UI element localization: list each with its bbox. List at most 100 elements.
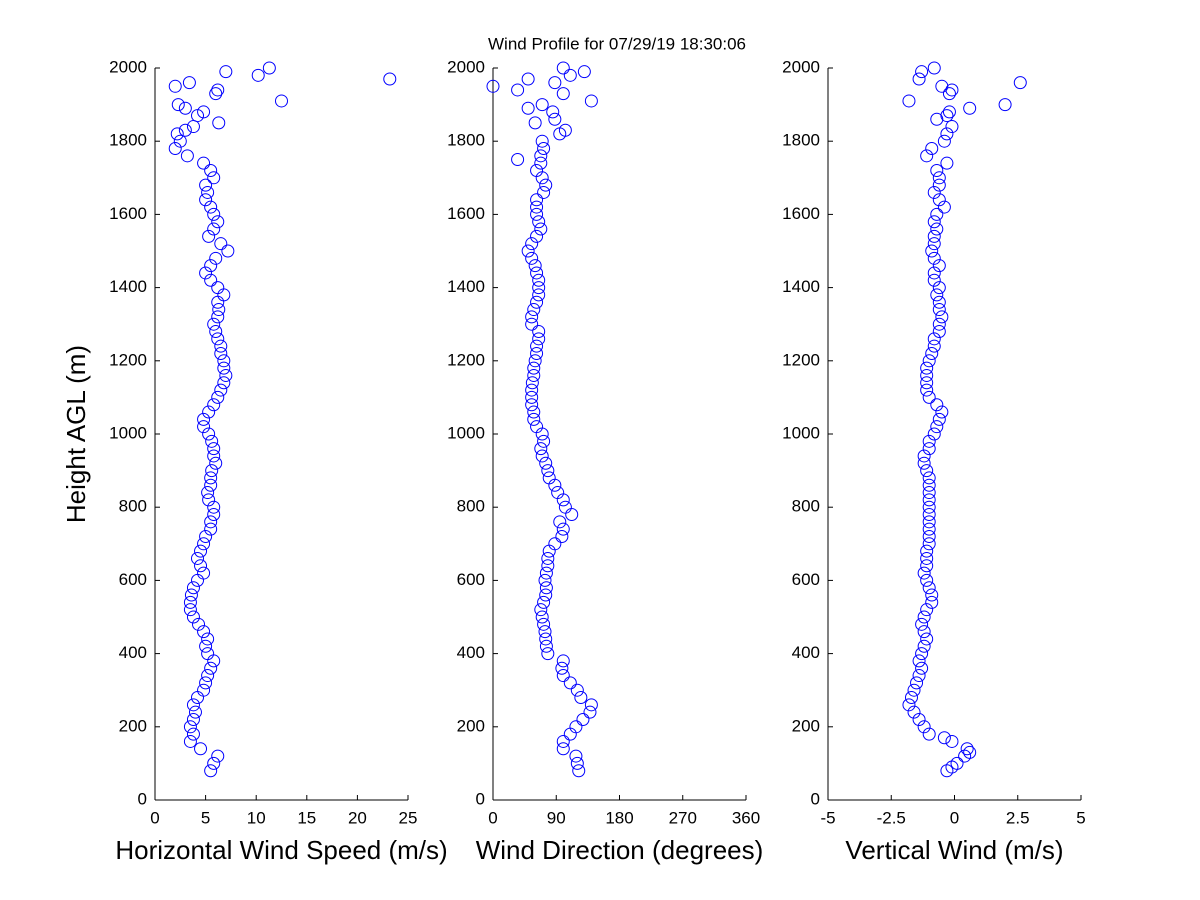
point bbox=[920, 544, 934, 558]
point bbox=[209, 87, 223, 101]
y-tick-label: 600 bbox=[119, 570, 147, 589]
point bbox=[922, 486, 936, 500]
point bbox=[209, 325, 223, 339]
point bbox=[209, 456, 223, 470]
x-tick-label: 5 bbox=[201, 808, 210, 827]
point bbox=[204, 273, 218, 287]
point bbox=[920, 376, 934, 390]
point bbox=[262, 61, 276, 75]
y-tick-label: 1200 bbox=[447, 350, 485, 369]
point bbox=[521, 72, 535, 86]
point bbox=[534, 156, 548, 170]
point bbox=[922, 390, 936, 404]
point bbox=[534, 603, 548, 617]
point bbox=[194, 559, 208, 573]
point bbox=[197, 566, 211, 580]
point bbox=[199, 529, 213, 543]
y-tick-label: 1400 bbox=[447, 277, 485, 296]
point bbox=[527, 368, 541, 382]
point bbox=[201, 486, 215, 500]
point bbox=[930, 222, 944, 236]
point bbox=[556, 87, 570, 101]
point bbox=[930, 163, 944, 177]
point bbox=[960, 742, 974, 756]
point bbox=[917, 720, 931, 734]
y-tick-label: 400 bbox=[119, 643, 147, 662]
x-tick-label: 270 bbox=[669, 808, 697, 827]
point bbox=[925, 588, 939, 602]
point bbox=[204, 515, 218, 529]
point bbox=[920, 361, 934, 375]
point bbox=[932, 259, 946, 273]
point bbox=[556, 522, 570, 536]
point bbox=[251, 68, 265, 82]
point bbox=[217, 361, 231, 375]
point bbox=[211, 281, 225, 295]
point bbox=[530, 229, 544, 243]
y-tick-label: 1800 bbox=[109, 131, 147, 150]
point bbox=[383, 72, 397, 86]
point bbox=[551, 486, 565, 500]
point bbox=[927, 273, 941, 287]
point bbox=[532, 332, 546, 346]
y-tick-label: 200 bbox=[457, 716, 485, 735]
point bbox=[535, 449, 549, 463]
y-tick-label: 600 bbox=[792, 570, 820, 589]
point bbox=[214, 383, 228, 397]
point bbox=[201, 647, 215, 661]
point bbox=[917, 456, 931, 470]
point bbox=[527, 405, 541, 419]
point bbox=[902, 698, 916, 712]
point bbox=[204, 200, 218, 214]
x-tick-label: 15 bbox=[297, 808, 316, 827]
point bbox=[570, 756, 584, 770]
point bbox=[191, 691, 205, 705]
point bbox=[534, 222, 548, 236]
point bbox=[930, 398, 944, 412]
point bbox=[527, 361, 541, 375]
point bbox=[577, 65, 591, 79]
y-tick-label: 2000 bbox=[782, 57, 820, 76]
point bbox=[535, 134, 549, 148]
point bbox=[942, 105, 956, 119]
point bbox=[525, 251, 539, 265]
y-tick-label: 1600 bbox=[782, 204, 820, 223]
point bbox=[528, 259, 542, 273]
y-tick-label: 400 bbox=[792, 643, 820, 662]
point bbox=[922, 515, 936, 529]
y-tick-label: 1200 bbox=[109, 350, 147, 369]
point bbox=[556, 61, 570, 75]
point bbox=[197, 683, 211, 697]
point bbox=[183, 603, 197, 617]
point bbox=[219, 65, 233, 79]
point bbox=[940, 156, 954, 170]
x-tick-label: 180 bbox=[605, 808, 633, 827]
point bbox=[211, 390, 225, 404]
y-tick-label: 1200 bbox=[782, 350, 820, 369]
point bbox=[907, 705, 921, 719]
y-tick-label: 1600 bbox=[109, 204, 147, 223]
point bbox=[920, 632, 934, 646]
point bbox=[532, 215, 546, 229]
point bbox=[917, 639, 931, 653]
point bbox=[199, 266, 213, 280]
point bbox=[922, 442, 936, 456]
point bbox=[902, 94, 916, 108]
point bbox=[538, 573, 552, 587]
point bbox=[922, 434, 936, 448]
y-tick-label: 2000 bbox=[447, 57, 485, 76]
point bbox=[569, 720, 583, 734]
point bbox=[183, 734, 197, 748]
x-axis-label: Vertical Wind (m/s) bbox=[845, 835, 1063, 865]
point bbox=[205, 434, 219, 448]
y-tick-label: 2000 bbox=[109, 57, 147, 76]
point bbox=[574, 691, 588, 705]
point bbox=[935, 310, 949, 324]
point bbox=[204, 471, 218, 485]
point bbox=[935, 79, 949, 93]
point bbox=[534, 149, 548, 163]
x-tick-label: 0 bbox=[488, 808, 497, 827]
point bbox=[915, 647, 929, 661]
point bbox=[532, 288, 546, 302]
point bbox=[537, 617, 551, 631]
